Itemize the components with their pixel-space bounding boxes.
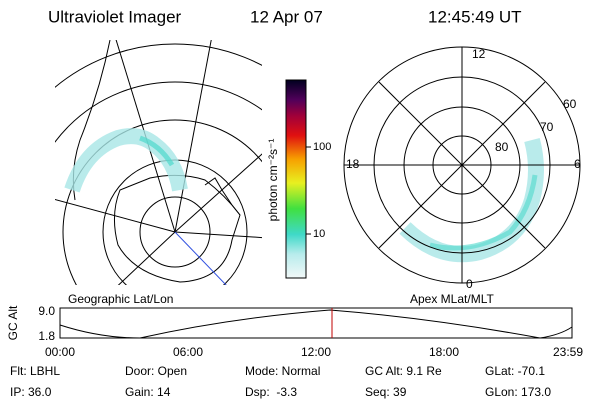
date: 12 Apr 07 (250, 7, 323, 26)
time: 12:45:49 UT (428, 7, 522, 26)
status-field: Door: Open (125, 364, 187, 378)
altitude-xtick: 12:00 (301, 345, 331, 359)
status-field: IP: 36.0 (10, 385, 52, 399)
status-field: Flt: LBHL (10, 364, 60, 378)
altitude-xtick: 18:00 (429, 345, 459, 359)
polar-plot (343, 46, 581, 284)
mlt-label: 18 (346, 157, 360, 171)
status-field: GLon: 173.0 (485, 385, 551, 399)
mlt-label: 6 (574, 157, 581, 171)
altitude-plot (59, 307, 573, 339)
left-panel-label: Geographic Lat/Lon (68, 292, 173, 306)
altitude-xtick: 23:59 (553, 345, 583, 359)
title: Ultraviolet Imager (48, 7, 182, 26)
mlt-label: 12 (472, 47, 486, 61)
colorbar (285, 79, 307, 279)
altitude-ylabel: GC Alt (6, 305, 20, 340)
status-field: GLat: -70.1 (485, 364, 545, 378)
right-panel-label: Apex MLat/MLT (410, 292, 494, 306)
altitude-ytick: 1.8 (38, 329, 55, 343)
status-field: Gain: 14 (125, 385, 171, 399)
status-panel: Flt: LBHL Door: Open Mode: Normal GC Alt: 9… (10, 364, 551, 399)
colorbar-label: photon cm⁻²s⁻¹ (266, 139, 280, 222)
colorbar-tick-label: 10 (313, 228, 325, 240)
geographic-map (55, 40, 262, 285)
altitude-xtick: 06:00 (173, 345, 203, 359)
status-field: Dsp: -3.3 (245, 385, 297, 399)
mlat-label: 60 (563, 97, 577, 111)
mlat-label: 80 (495, 140, 509, 154)
colorbar-tick-label: 100 (313, 141, 331, 153)
status-field: Seq: 39 (365, 385, 407, 399)
altitude-ytick: 9.0 (38, 304, 55, 318)
status-field: Mode: Normal (245, 364, 320, 378)
status-field: GC Alt: 9.1 Re (365, 364, 442, 378)
mlat-label: 70 (540, 120, 554, 134)
mlt-label: 0 (466, 277, 473, 291)
altitude-xtick: 00:00 (45, 345, 75, 359)
